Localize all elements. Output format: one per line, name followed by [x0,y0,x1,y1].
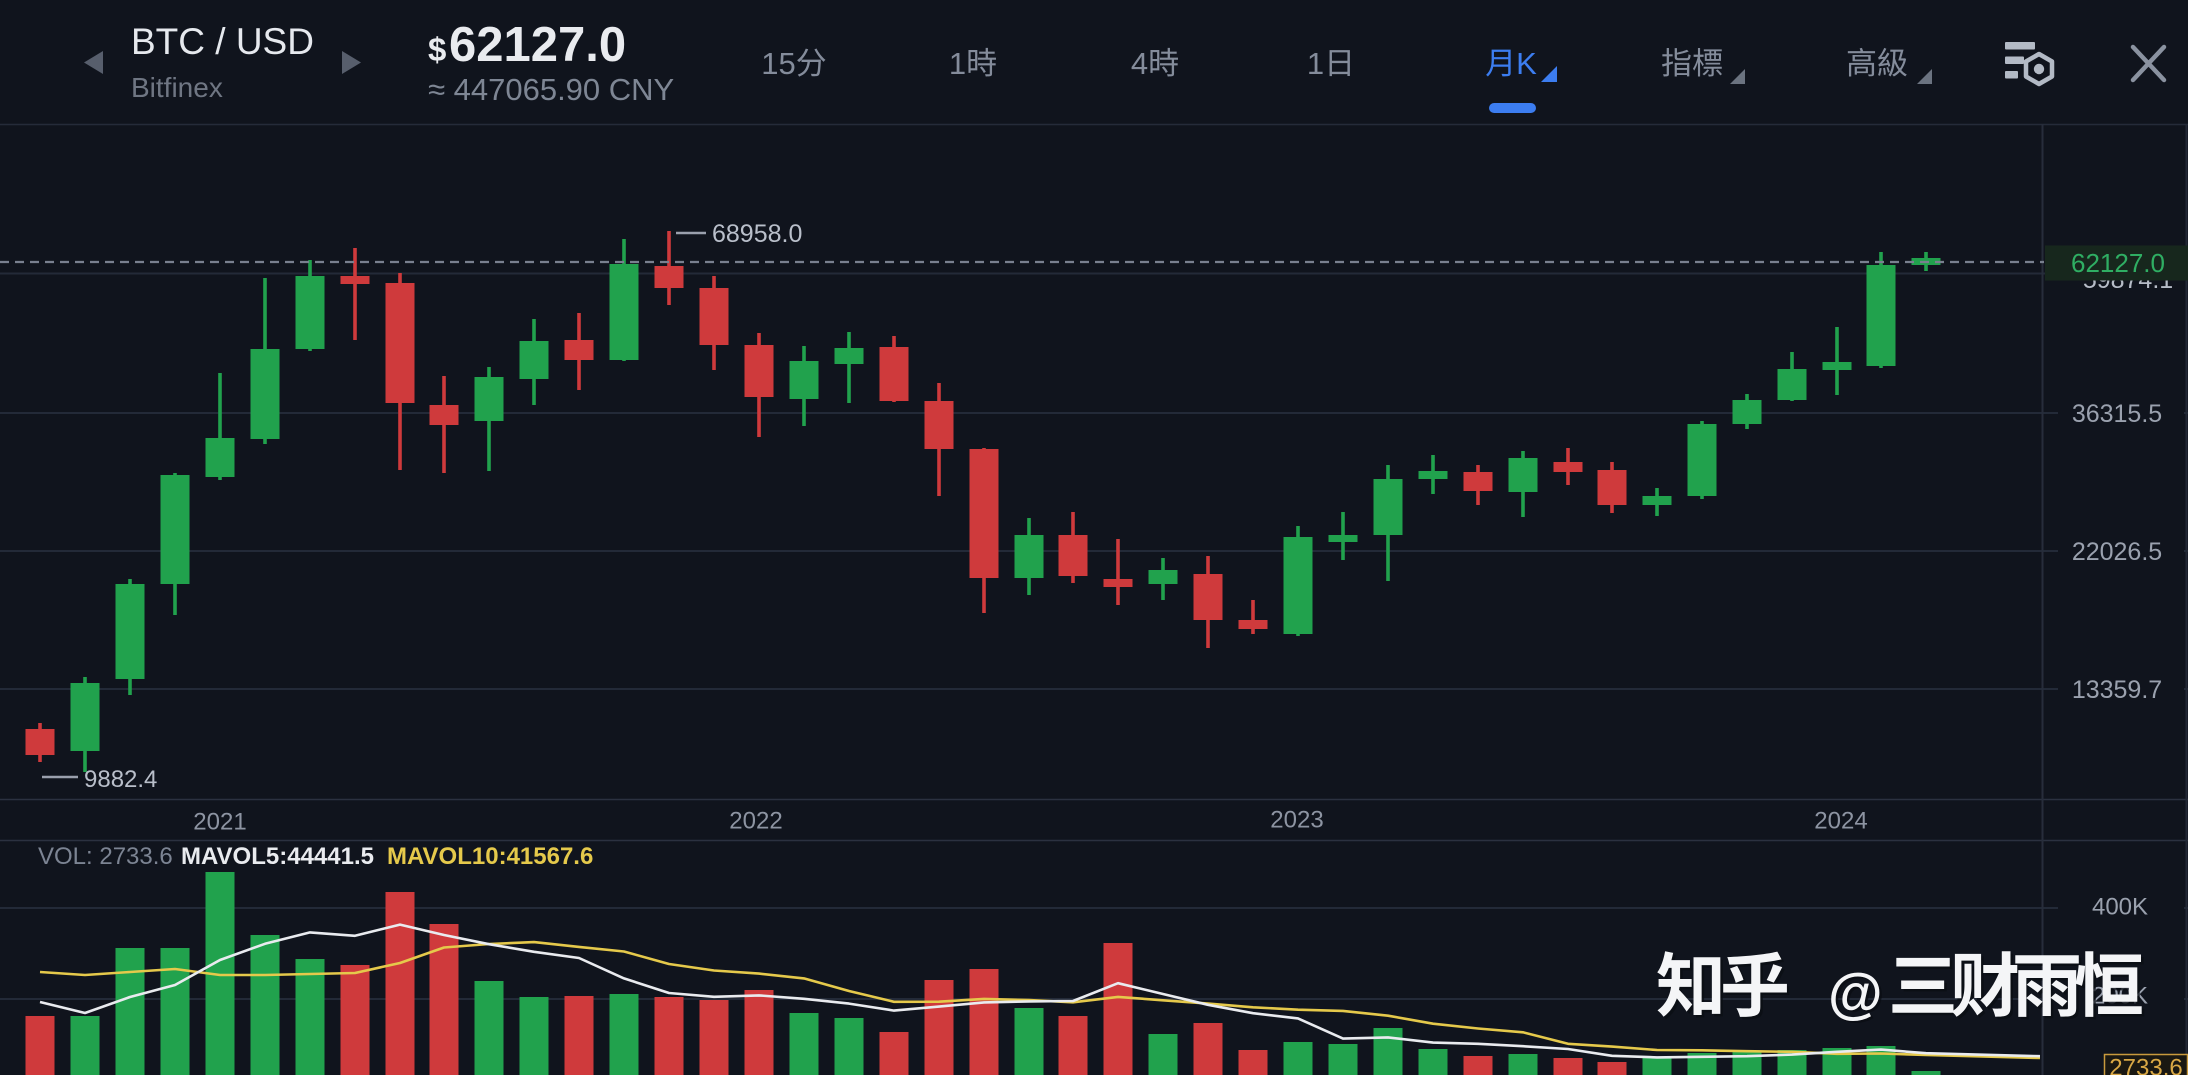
svg-text:2021: 2021 [193,808,246,835]
svg-text:K: K [1516,46,1537,81]
svg-text:22026.5: 22026.5 [2072,538,2162,566]
svg-text:MAVOL10:41567.6: MAVOL10:41567.6 [387,843,593,870]
svg-text:4: 4 [1131,46,1148,81]
svg-text:BTC / USD: BTC / USD [131,21,314,62]
svg-text:36315.5: 36315.5 [2072,400,2162,428]
svg-text:15: 15 [761,46,795,81]
svg-text:2024: 2024 [1814,807,1867,834]
svg-text:2733.6: 2733.6 [2109,1054,2182,1075]
svg-text:1: 1 [949,46,966,81]
svg-text:@: @ [1831,963,1886,1026]
svg-text:$: $ [428,31,446,68]
svg-text:@: @ [1828,961,1883,1024]
svg-text:62127.0: 62127.0 [449,18,626,72]
svg-text:MAVOL5:44441.5: MAVOL5:44441.5 [181,843,374,870]
svg-text:1: 1 [1307,46,1324,81]
svg-text:≈ 447065.90 CNY: ≈ 447065.90 CNY [428,72,674,107]
svg-text:68958.0: 68958.0 [712,220,802,248]
svg-text:Bitfinex: Bitfinex [131,72,223,103]
svg-text:13359.7: 13359.7 [2072,676,2162,704]
svg-text:2022: 2022 [729,807,782,834]
svg-text:VOL: 2733.6: VOL: 2733.6 [38,843,173,870]
svg-text:9882.4: 9882.4 [84,766,157,793]
svg-text:400K: 400K [2092,893,2148,920]
svg-text:62127.0: 62127.0 [2071,248,2165,278]
svg-text:2023: 2023 [1270,806,1323,833]
